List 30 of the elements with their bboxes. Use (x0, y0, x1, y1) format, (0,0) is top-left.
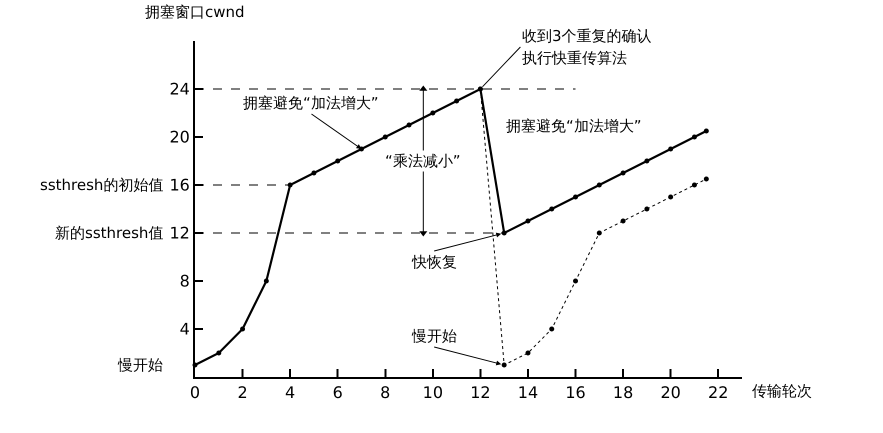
y-tick-label: 12 (169, 224, 190, 243)
y-tick-label: 8 (180, 272, 190, 291)
x-tick-label: 22 (708, 383, 728, 402)
x-tick-label: 6 (332, 383, 343, 402)
x-tick-label: 0 (190, 383, 200, 402)
annotation: 慢开始 (411, 327, 457, 345)
y-tick-label: 24 (169, 80, 190, 99)
x-tick-label: 16 (565, 383, 586, 402)
y-tick-label: 20 (169, 128, 190, 147)
annotation: ssthresh的初始值 (40, 176, 164, 194)
annotation: 拥塞避免“加法增大” (506, 117, 642, 135)
x-axis-title: 传输轮次 (752, 382, 812, 400)
x-tick-label: 8 (380, 383, 390, 402)
y-tick-label: 16 (169, 176, 190, 195)
y-tick-label: 4 (180, 320, 190, 339)
annotation: 执行快重传算法 (522, 49, 627, 67)
x-tick-label: 18 (612, 383, 634, 402)
x-tick-label: 2 (237, 383, 248, 402)
x-tick-label: 20 (660, 383, 681, 402)
y-axis-title: 拥塞窗口cwnd (145, 3, 245, 21)
annotation: 拥塞避免“加法增大” (243, 94, 379, 112)
annotation: 快恢复 (411, 253, 457, 271)
annotation: “乘法减小” (385, 152, 461, 170)
annotation: 新的ssthresh值 (55, 224, 164, 242)
x-tick-label: 4 (285, 383, 296, 402)
annotation: 慢开始 (117, 356, 163, 374)
x-tick-label: 10 (422, 383, 444, 402)
x-tick-label: 12 (470, 383, 491, 402)
x-tick-label: 14 (518, 383, 538, 402)
annotation: 收到3个重复的确认 (522, 27, 652, 45)
